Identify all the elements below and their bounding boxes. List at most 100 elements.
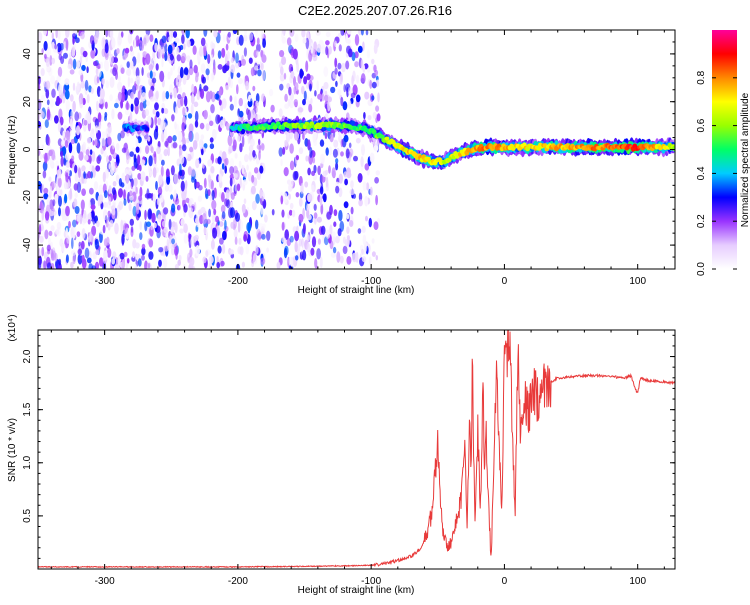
noise-blob [97,195,101,207]
noise-blob [311,236,317,248]
noise-blob [302,249,307,261]
noise-blob [280,195,284,205]
noise-blob [176,81,182,87]
noise-blob [350,206,354,215]
noise-blob [138,195,143,202]
noise-blob [256,50,260,57]
noise-blob [135,186,138,195]
noise-blob [188,66,194,76]
noise-blob [70,109,75,119]
noise-blob [243,34,248,42]
noise-blob [285,131,291,143]
noise-blob [105,30,109,38]
noise-blob [311,184,315,193]
noise-blob [65,227,69,238]
noise-blob [182,106,186,117]
noise-blob [43,187,49,194]
noise-blob [170,194,174,200]
noise-blob [341,62,346,73]
noise-blob [290,70,295,79]
noise-blob [293,131,300,141]
noise-blob [238,110,244,118]
noise-blob [127,182,131,190]
noise-blob [89,149,93,155]
colorbar-tick-label: 0.0 [696,262,707,276]
noise-blob [192,45,197,55]
noise-blob [255,100,259,107]
noise-blob [238,97,243,107]
noise-blob [139,186,143,198]
noise-blob [373,221,379,231]
noise-blob [247,222,251,234]
noise-blob [114,102,119,109]
noise-blob [90,130,95,139]
noise-blob [218,88,222,96]
noise-blob [200,148,204,156]
noise-blob [252,252,258,265]
noise-blob [316,80,320,91]
snr-x-tick-label: -100 [361,576,381,587]
noise-blob [198,138,203,150]
noise-blob [373,64,377,73]
noise-blob [104,60,110,72]
noise-blob [195,245,201,257]
snr-x-tick-label: -200 [228,576,248,587]
noise-blob [248,144,254,153]
noise-blob [270,104,275,113]
noise-blob [58,195,62,207]
noise-blob [221,98,227,109]
noise-blob [259,165,264,174]
noise-blob [179,66,184,79]
noise-blob [257,69,262,77]
noise-blob [48,230,53,237]
noise-blob [41,210,45,221]
noise-blob [133,38,137,49]
noise-blob [191,83,195,95]
noise-blob [190,235,194,247]
noise-blob [71,155,75,162]
noise-blob [302,132,305,140]
noise-blob [124,108,130,116]
noise-blob [323,66,329,77]
noise-blob [337,89,342,96]
noise-blob [362,41,365,52]
noise-blob [139,101,144,112]
noise-blob [57,122,62,133]
noise-blob [345,60,350,70]
noise-blob [155,90,159,100]
noise-blob [50,225,55,232]
noise-blob [91,265,97,269]
noise-blob [87,113,92,125]
noise-blob [185,152,189,159]
noise-blob [176,54,181,62]
noise-blob [338,44,342,52]
noise-blob [129,45,133,52]
noise-blob [278,108,283,118]
noise-blob [104,111,108,118]
colorbar-tick-label: 0.4 [696,166,707,180]
noise-blob [75,125,81,136]
noise-blob [264,214,268,223]
noise-blob [78,69,84,76]
noise-blob [323,81,329,90]
noise-blob [137,154,141,165]
noise-blob [342,101,348,111]
noise-blob [109,30,114,39]
noise-blob [289,30,295,37]
noise-blob [129,151,134,157]
noise-blob [188,207,194,219]
spectrogram-y-tick-label: 0 [22,146,33,152]
noise-blob [126,61,130,68]
noise-blob [194,234,200,241]
noise-blob [120,130,125,139]
noise-blob [86,137,92,144]
noise-blob [119,252,125,260]
noise-blob [261,69,266,82]
noise-blob [63,181,68,190]
noise-blob [107,223,111,231]
noise-blob [371,251,376,257]
noise-blob [130,50,135,57]
noise-blob [79,213,83,225]
noise-blob [112,142,115,150]
noise-blob [346,213,350,220]
